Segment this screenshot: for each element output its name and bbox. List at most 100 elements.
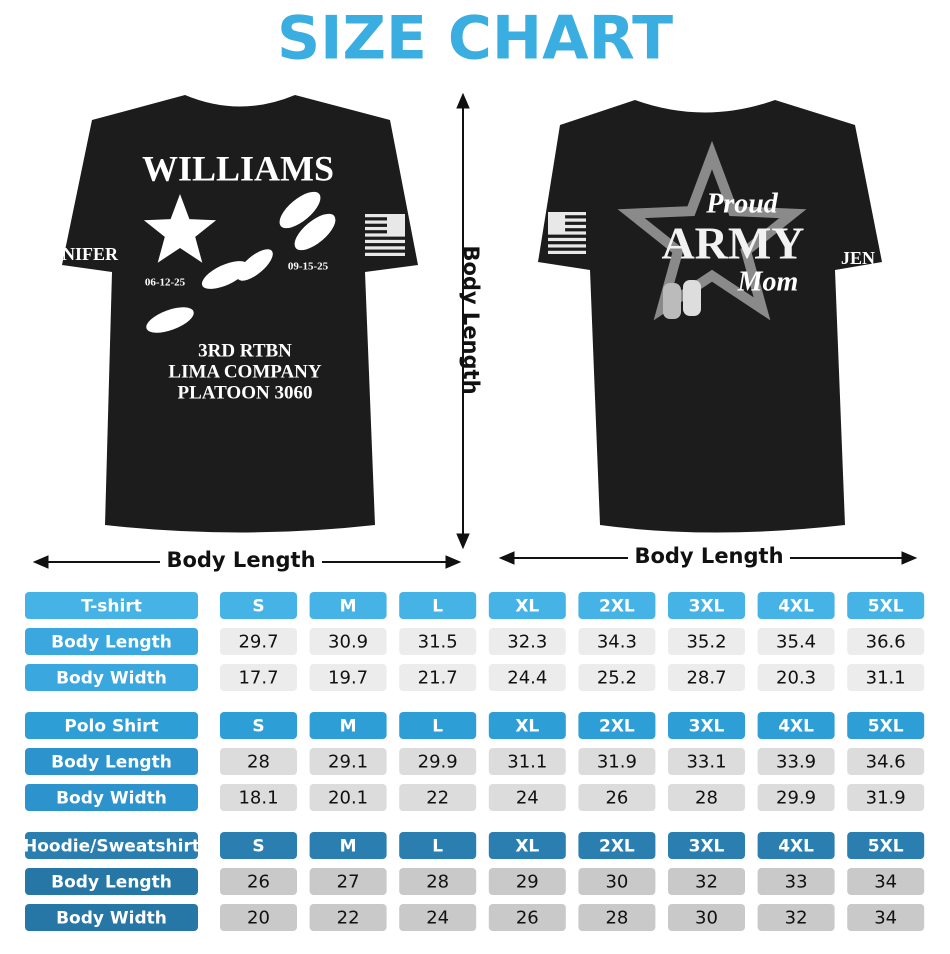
flag-stripe	[365, 252, 405, 256]
header-label: Body Width	[56, 669, 167, 689]
cell-value: 27	[337, 872, 360, 893]
table-cell	[399, 784, 477, 811]
cell-value: 29.9	[776, 788, 816, 809]
table-cell	[488, 868, 566, 895]
arrows	[32, 92, 918, 569]
cell-value: 26	[605, 788, 628, 809]
header-label: 5XL	[868, 837, 904, 857]
table-cell	[847, 664, 925, 691]
header-label: Hoodie/Sweatshirt	[23, 837, 200, 857]
table-cell	[309, 748, 387, 775]
header-label: 3XL	[689, 837, 725, 857]
dog-tags	[663, 280, 701, 319]
cell-value: 30.9	[328, 632, 368, 653]
header-cell	[220, 832, 297, 859]
table-cell	[399, 748, 477, 775]
table-cell	[578, 748, 656, 775]
flag-stripe	[365, 220, 405, 224]
shirt-shape	[62, 95, 418, 533]
measure-label: Body Length	[634, 544, 783, 568]
header-cell	[668, 592, 745, 619]
header-cell	[309, 712, 387, 739]
flag-stripe	[548, 218, 586, 222]
table-cell	[220, 664, 297, 691]
measure-label: Body Length	[459, 245, 483, 394]
header-label: Body Length	[51, 873, 172, 893]
front-shirt: Proud ARMY Mom JEN	[538, 100, 882, 533]
flag-stripe	[365, 239, 405, 244]
header-cell	[488, 592, 566, 619]
header-cell	[309, 832, 387, 859]
header-cell	[25, 784, 198, 811]
cell-value: 20.3	[776, 668, 816, 689]
header-cell	[668, 712, 745, 739]
table-cell	[847, 628, 925, 655]
header-cell	[578, 712, 656, 739]
header-label: XL	[515, 717, 539, 737]
table-cell	[668, 748, 745, 775]
cell-value: 22	[426, 788, 449, 809]
cell-value: 29.9	[418, 752, 458, 773]
back-shirt: WILLIAMS 06-12-25 09-15-25 3RD RTBN LIMA…	[62, 95, 418, 533]
table-cell	[488, 904, 566, 931]
flag-stripe	[548, 231, 586, 235]
flag-stripe	[365, 233, 405, 237]
shirt-line: 3RD RTBN	[198, 340, 292, 361]
cell-value: 31.9	[866, 788, 906, 809]
flag-canton	[548, 212, 566, 233]
cell-value: 34	[874, 908, 897, 929]
header-cell	[25, 904, 198, 931]
header-label: L	[432, 717, 443, 737]
star-icon	[143, 194, 217, 263]
header-label: Body Length	[51, 633, 172, 653]
header-label: 5XL	[868, 597, 904, 617]
table-cell	[488, 664, 566, 691]
table-cell	[847, 784, 925, 811]
shirt-line: LIMA COMPANY	[168, 361, 321, 382]
cell-value: 21.7	[418, 668, 458, 689]
table-cell	[668, 628, 745, 655]
table-cell	[847, 748, 925, 775]
table-cell	[757, 868, 835, 895]
header-label: M	[340, 837, 357, 857]
cell-value: 30	[605, 872, 628, 893]
table-cell	[578, 904, 656, 931]
shirt-line: Mom	[737, 266, 799, 297]
header-label: Body Length	[51, 753, 172, 773]
date-left: 06-12-25	[145, 277, 186, 289]
cell-value: 30	[695, 908, 718, 929]
header-cell	[757, 592, 835, 619]
header-label: XL	[515, 597, 539, 617]
header-cell	[847, 712, 925, 739]
cell-value: 34	[874, 872, 897, 893]
header-label: 2XL	[599, 597, 635, 617]
shirt-shape	[538, 100, 882, 533]
table-cell	[668, 664, 745, 691]
cell-value: 28	[605, 908, 628, 929]
flag-stripe	[548, 244, 586, 248]
header-label: 5XL	[868, 717, 904, 737]
header-cell	[578, 592, 656, 619]
header-label: S	[252, 597, 264, 617]
cell-value: 24	[516, 788, 539, 809]
cell-value: 25.2	[597, 668, 637, 689]
table-cell	[309, 904, 387, 931]
table-cell	[488, 628, 566, 655]
header-cell	[578, 832, 656, 859]
shirt-line: PLATOON 3060	[178, 382, 313, 403]
table-cell	[309, 664, 387, 691]
table-cell	[220, 784, 297, 811]
table-cell	[578, 628, 656, 655]
header-label: L	[432, 837, 443, 857]
header-cell	[399, 712, 477, 739]
sleeve-text: JEN	[841, 248, 875, 268]
header-label: 2XL	[599, 717, 635, 737]
cell-value: 18.1	[238, 788, 278, 809]
header-label: M	[340, 717, 357, 737]
title: SIZE CHART	[277, 4, 673, 74]
header-label: 4XL	[778, 837, 814, 857]
table-cell	[578, 868, 656, 895]
table-cell	[309, 628, 387, 655]
